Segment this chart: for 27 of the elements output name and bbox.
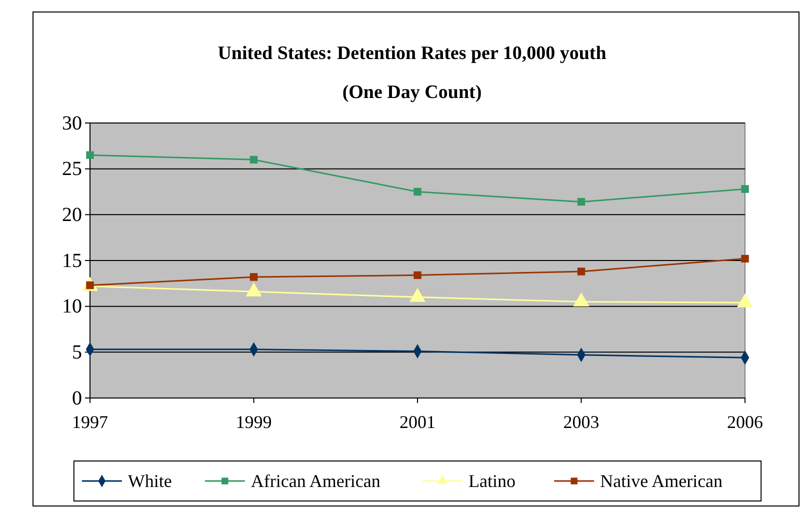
y-tick-label: 15 [62, 250, 82, 272]
point [250, 156, 258, 164]
x-tick-label: 1999 [236, 412, 272, 432]
legend-label: African American [250, 471, 380, 491]
point [414, 271, 422, 280]
legend-label: Native American [600, 471, 723, 491]
point [741, 254, 749, 263]
point [577, 268, 586, 276]
x-tick-label: 1997 [72, 412, 108, 432]
chart-subtitle: (One Day Count) [342, 82, 482, 103]
x-tick-label: 2006 [727, 412, 763, 432]
point [741, 185, 749, 193]
point [250, 273, 258, 281]
point [577, 198, 586, 206]
y-tick-label: 0 [72, 387, 82, 410]
legend-label: White [128, 471, 172, 491]
chart-title: United States: Detention Rates per 10,000 youth [218, 43, 607, 64]
point [86, 151, 94, 159]
legend-label: Latino [468, 471, 516, 491]
y-tick-label: 10 [62, 296, 82, 318]
point [414, 188, 422, 196]
y-tick-label: 5 [72, 342, 82, 364]
x-tick-label: 2001 [400, 412, 436, 432]
x-tick-label: 2003 [563, 412, 600, 432]
y-tick-label: 20 [62, 204, 82, 226]
y-tick-label: 25 [62, 158, 82, 180]
y-tick-label: 30 [62, 112, 82, 134]
